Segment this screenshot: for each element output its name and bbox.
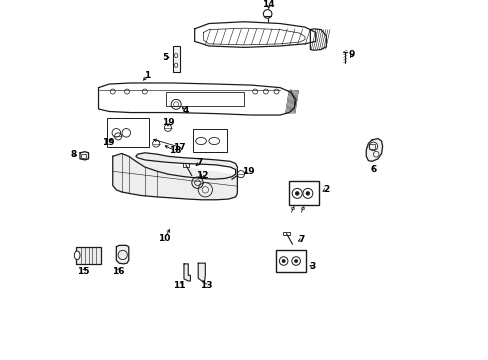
Bar: [107, 118, 149, 147]
Bar: [166, 92, 244, 107]
Bar: [172, 46, 179, 72]
Text: 6: 6: [369, 165, 376, 174]
Text: 4: 4: [182, 106, 188, 115]
Text: 17: 17: [173, 143, 185, 152]
Circle shape: [305, 192, 309, 195]
Text: 5: 5: [162, 53, 168, 62]
Ellipse shape: [174, 53, 177, 58]
Text: 10: 10: [158, 234, 170, 243]
Bar: [192, 129, 226, 152]
Bar: [182, 163, 188, 167]
Bar: [275, 250, 305, 272]
Circle shape: [295, 192, 299, 195]
Bar: [288, 181, 319, 205]
Text: 1: 1: [144, 71, 150, 80]
Ellipse shape: [74, 251, 80, 260]
Text: 19: 19: [241, 167, 254, 176]
Polygon shape: [80, 152, 88, 160]
Circle shape: [294, 259, 297, 263]
Text: 19: 19: [102, 138, 115, 147]
Bar: [300, 207, 304, 210]
Bar: [283, 232, 289, 235]
Text: 8: 8: [70, 150, 77, 159]
Text: 15: 15: [77, 267, 90, 276]
Polygon shape: [116, 246, 128, 264]
Polygon shape: [198, 263, 205, 281]
Bar: [76, 247, 101, 264]
Bar: [290, 207, 294, 210]
Text: 13: 13: [200, 281, 212, 290]
Bar: [368, 144, 374, 149]
Circle shape: [282, 259, 285, 263]
Text: 9: 9: [348, 50, 354, 59]
Polygon shape: [366, 139, 382, 161]
Polygon shape: [113, 153, 237, 179]
Text: 12: 12: [196, 171, 208, 180]
Text: 19: 19: [162, 118, 174, 127]
Text: 7: 7: [298, 235, 304, 244]
Text: 3: 3: [309, 262, 315, 271]
Text: 16: 16: [112, 267, 124, 276]
Bar: [81, 154, 85, 158]
Ellipse shape: [174, 63, 177, 67]
Text: 18: 18: [168, 146, 181, 155]
Text: 2: 2: [323, 185, 329, 194]
Polygon shape: [113, 156, 237, 200]
Text: 7: 7: [196, 158, 203, 167]
Text: 14: 14: [262, 0, 274, 9]
Polygon shape: [183, 264, 190, 281]
Text: 11: 11: [173, 281, 185, 290]
